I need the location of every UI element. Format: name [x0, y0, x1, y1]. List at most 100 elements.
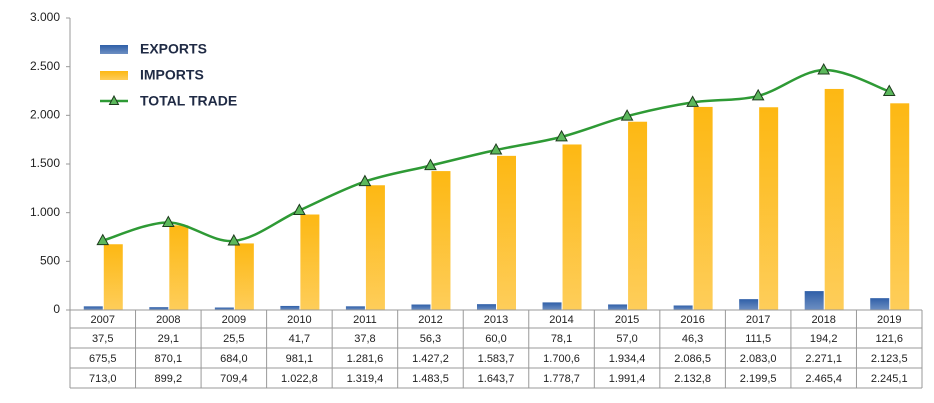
bar	[739, 299, 759, 310]
y-tick-label: 3.000	[30, 10, 60, 24]
data-label: 1.427,2	[412, 353, 449, 365]
bar	[300, 214, 320, 310]
bar	[280, 305, 300, 310]
line-marker	[358, 174, 372, 187]
line-marker	[96, 233, 110, 246]
data-label: 121,6	[875, 333, 903, 345]
line-marker	[424, 158, 437, 171]
y-tick-label: 1.000	[30, 205, 60, 219]
x-tick-label: 2012	[418, 314, 442, 326]
y-tick-label: 500	[40, 254, 60, 268]
bar	[673, 305, 693, 310]
x-tick-label: 2011	[353, 314, 377, 326]
x-tick-label: 2016	[680, 314, 704, 326]
data-label: 2.083,0	[740, 353, 777, 365]
bar	[870, 298, 890, 310]
y-tick-label: 2.000	[30, 108, 60, 122]
bar	[497, 155, 516, 310]
x-tick-label: 2007	[91, 314, 115, 326]
bar	[234, 243, 254, 310]
data-label: 29,1	[158, 333, 179, 345]
data-label: 2.465,4	[805, 373, 842, 385]
data-label: 56,3	[420, 333, 441, 345]
data-label: 870,1	[155, 353, 183, 365]
line-marker	[686, 95, 699, 107]
x-tick-label: 2018	[811, 314, 835, 326]
bar	[411, 304, 431, 310]
data-label: 111,5	[745, 333, 771, 345]
data-label: 194,2	[810, 333, 838, 345]
line-marker	[882, 84, 896, 96]
bar	[804, 291, 824, 310]
bar	[693, 106, 713, 310]
line-marker	[293, 203, 306, 215]
data-label: 41,7	[289, 333, 310, 345]
data-label: 1.700,6	[543, 353, 580, 365]
legend-swatch	[100, 45, 128, 54]
bar	[149, 307, 169, 310]
data-label: 2.199,5	[740, 373, 777, 385]
legend-swatch	[108, 94, 120, 105]
data-label: 1.778,7	[543, 373, 580, 385]
data-label: 1.643,7	[478, 373, 515, 385]
line-marker	[817, 62, 831, 75]
data-label: 675,5	[89, 353, 117, 365]
line-marker	[555, 129, 568, 142]
data-label: 2.245,1	[871, 373, 908, 385]
line-marker	[489, 142, 503, 155]
data-label: 709,4	[220, 373, 248, 385]
bar	[431, 171, 451, 310]
legend-swatch	[100, 71, 128, 80]
data-label: 57,0	[616, 333, 637, 345]
data-label: 1.583,7	[478, 353, 515, 365]
x-tick-label: 2010	[287, 314, 311, 326]
data-label: 1.483,5	[412, 373, 449, 385]
x-tick-label: 2017	[746, 314, 770, 326]
x-tick-label: 2019	[877, 314, 901, 326]
bar	[477, 304, 496, 310]
data-label: 1.319,4	[347, 373, 384, 385]
x-tick-label: 2008	[156, 314, 180, 326]
data-label: 37,8	[354, 333, 375, 345]
x-tick-label: 2014	[549, 314, 573, 326]
x-tick-label: 2013	[484, 314, 508, 326]
data-label: 2.123,5	[871, 353, 908, 365]
data-label: 60,0	[485, 333, 506, 345]
bar	[542, 302, 562, 310]
bar	[562, 144, 582, 310]
bar	[103, 244, 123, 310]
bar	[608, 304, 628, 310]
data-label: 78,1	[551, 333, 572, 345]
bar	[345, 306, 365, 310]
legend-label: IMPORTS	[140, 67, 204, 83]
legend-label: EXPORTS	[140, 41, 207, 57]
data-label: 2.132,8	[674, 373, 711, 385]
line-marker	[161, 215, 175, 227]
y-tick-label: 2.500	[30, 59, 60, 73]
data-label: 1.281,6	[347, 353, 384, 365]
x-tick-label: 2009	[222, 314, 246, 326]
data-label: 37,5	[92, 333, 113, 345]
y-tick-label: 1.500	[30, 156, 60, 170]
y-tick-label: 0	[53, 302, 60, 316]
data-label: 899,2	[155, 373, 183, 385]
line-marker	[751, 88, 765, 101]
bar	[365, 185, 385, 310]
bar	[890, 103, 910, 310]
line-marker	[227, 233, 241, 246]
bar	[824, 88, 844, 311]
data-label: 981,1	[286, 353, 314, 365]
data-label: 684,0	[220, 353, 248, 365]
data-label: 2.086,5	[674, 353, 711, 365]
data-label: 2.271,1	[805, 353, 842, 365]
bar	[214, 307, 234, 310]
data-label: 1.991,4	[609, 373, 646, 385]
data-label: 713,0	[89, 373, 117, 385]
bar	[169, 225, 189, 310]
data-label: 1.934,4	[609, 353, 646, 365]
legend-label: TOTAL TRADE	[140, 93, 237, 109]
bar	[83, 306, 103, 310]
data-label: 46,3	[682, 333, 703, 345]
data-label: 1.022,8	[281, 373, 318, 385]
